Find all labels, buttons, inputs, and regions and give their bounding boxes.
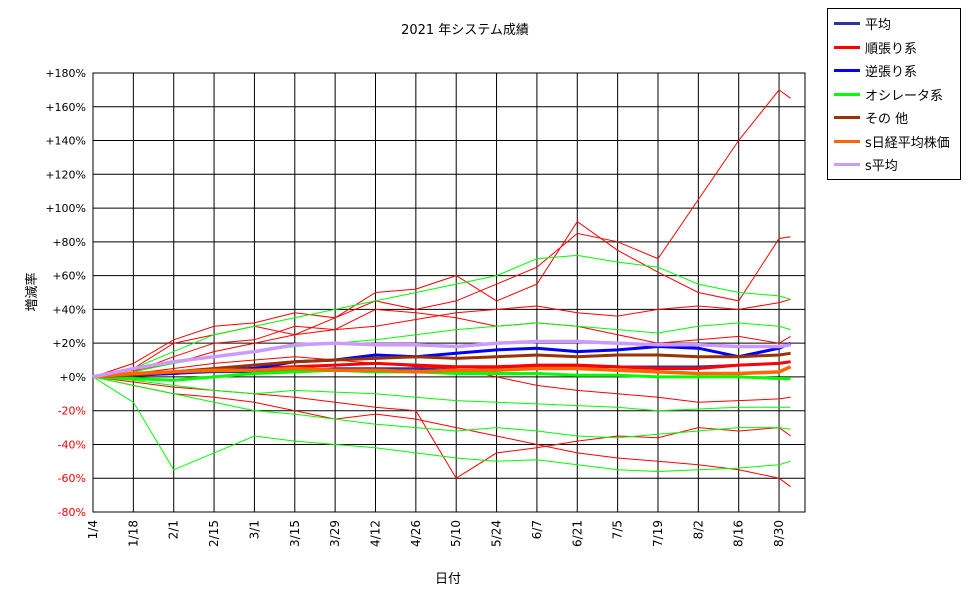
y-tick-label: +120% — [45, 168, 86, 181]
legend-label: s平均 — [865, 159, 898, 174]
system-line — [92, 254, 791, 378]
system-line — [92, 376, 791, 473]
legend-item: s日経平均株価 — [834, 131, 960, 151]
legend-label: 逆張り系 — [865, 65, 918, 80]
x-tick-label: 2/15 — [207, 520, 221, 547]
system-line — [92, 220, 791, 378]
y-tick-label: +40% — [52, 303, 86, 316]
y-tick-label: +0% — [59, 371, 86, 384]
system-line — [92, 89, 791, 378]
system-line — [92, 298, 791, 378]
x-tick-label: 8/2 — [691, 520, 705, 539]
system-line — [92, 376, 791, 439]
legend-item: オシレータ系 — [834, 84, 960, 104]
y-tick-label: +20% — [52, 337, 86, 350]
legend-item: 平均 — [834, 13, 960, 33]
y-tick-label: +160% — [45, 101, 86, 114]
legend-swatch — [834, 116, 860, 119]
series-line — [92, 365, 792, 379]
x-tick-label: 5/24 — [490, 520, 504, 547]
legend-item: 順張り系 — [834, 37, 960, 57]
legend-swatch — [834, 163, 860, 166]
y-tick-label: +100% — [45, 202, 86, 215]
legend-swatch — [834, 45, 860, 49]
chart-title: 2021 年システム成績 — [401, 23, 529, 38]
system-line — [92, 376, 791, 488]
legend-label: 順張り系 — [865, 41, 918, 57]
x-tick-label: 3/1 — [247, 520, 261, 539]
legend-swatch — [834, 22, 860, 25]
x-tick-label: 6/7 — [530, 520, 544, 539]
y-tick-label: -60% — [58, 472, 86, 485]
x-tick-label: 5/10 — [449, 520, 463, 547]
y-tick-label: +60% — [52, 270, 86, 283]
legend-label: その 他 — [865, 112, 909, 127]
background-series-group — [92, 89, 791, 488]
series-group — [92, 339, 792, 382]
x-tick-label: 6/21 — [570, 520, 584, 547]
y-tick-label: -20% — [58, 405, 86, 418]
legend-label: s日経平均株価 — [865, 135, 950, 151]
x-tick-label: 8/30 — [772, 520, 786, 547]
y-tick-label: +140% — [45, 135, 86, 148]
x-tick-label: 4/26 — [409, 520, 423, 547]
legend-label: オシレータ系 — [865, 88, 944, 104]
legend-swatch — [834, 69, 860, 72]
legend: 平均順張り系逆張り系オシレータ系 その 他 s日経平均株価 s平均 — [827, 8, 961, 180]
x-tick-label: 3/15 — [288, 520, 302, 547]
y-tick-label: +180% — [45, 67, 86, 80]
legend-item: 逆張り系 — [834, 60, 960, 80]
system-line — [92, 308, 791, 378]
legend-swatch — [834, 139, 860, 143]
x-tick-label: 1/4 — [86, 520, 100, 539]
x-tick-label: 8/16 — [732, 520, 746, 547]
legend-swatch — [834, 92, 860, 96]
legend-label: 平均 — [865, 18, 892, 33]
x-tick-label: 4/12 — [368, 520, 382, 547]
x-tick-label: 7/19 — [651, 520, 665, 547]
legend-item: s平均 — [834, 154, 960, 174]
x-tick-label: 1/18 — [126, 520, 140, 547]
x-tick-label: 7/5 — [611, 520, 625, 539]
series-line — [92, 368, 791, 382]
axes: +180% +160% +140% +120% +100% +80% +60% +40% +20… — [45, 67, 786, 547]
y-tick-label: -80% — [58, 506, 86, 519]
system-line — [92, 376, 791, 479]
x-tick-label: 2/1 — [167, 520, 181, 539]
y-tick-label: -40% — [58, 438, 86, 451]
y-tick-label: +80% — [52, 236, 86, 249]
system-line — [92, 376, 791, 412]
x-axis-label: 日付 — [435, 572, 461, 587]
x-tick-label: 3/29 — [328, 520, 342, 547]
legend-item: その 他 — [834, 107, 960, 127]
y-axis-label: 増減率 — [24, 272, 40, 311]
series-line — [92, 339, 791, 379]
